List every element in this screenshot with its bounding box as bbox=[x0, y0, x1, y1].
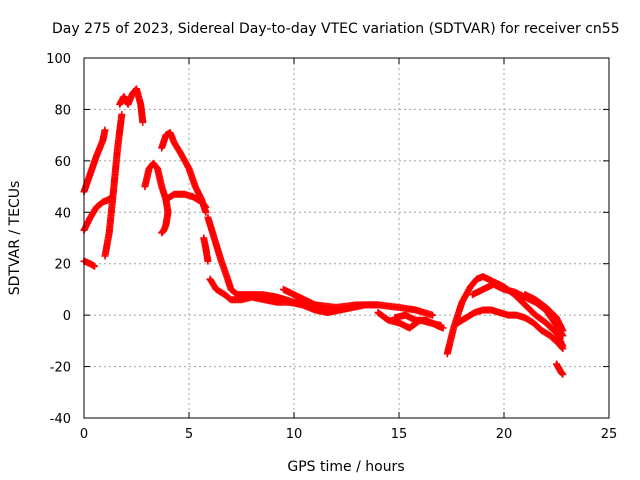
data-point bbox=[201, 202, 209, 210]
data-point bbox=[231, 289, 239, 297]
data-point bbox=[139, 117, 147, 125]
data-point bbox=[225, 294, 233, 302]
data-point bbox=[382, 315, 390, 323]
data-point bbox=[89, 262, 97, 270]
gridlines bbox=[84, 58, 609, 418]
x-tick-label: 20 bbox=[496, 427, 513, 442]
y-tick-label: 60 bbox=[54, 155, 71, 170]
data-point bbox=[372, 301, 380, 309]
y-axis-label: SDTVAR / TECUs bbox=[7, 181, 23, 296]
y-tick-label: 40 bbox=[54, 206, 71, 221]
y-tick-label: 0 bbox=[63, 309, 71, 324]
y-tick-label: -20 bbox=[50, 361, 71, 376]
plot-frame bbox=[83, 57, 610, 419]
data-point bbox=[557, 343, 565, 351]
y-tick-label: 20 bbox=[54, 258, 71, 273]
data-point bbox=[118, 112, 126, 120]
data-point bbox=[101, 127, 109, 135]
chart-title: Day 275 of 2023, Sidereal Day-to-day VTE… bbox=[52, 21, 620, 37]
y-tick-label: 80 bbox=[54, 103, 71, 118]
x-tick-label: 0 bbox=[80, 427, 88, 442]
data-point bbox=[438, 323, 446, 331]
data-point bbox=[320, 305, 328, 313]
x-tick-label: 15 bbox=[391, 427, 408, 442]
x-axis-label: GPS time / hours bbox=[287, 459, 404, 475]
axis-ticks: 0 5 10 15 20 25 -40 -20 0 20 40 60 80 100 bbox=[46, 52, 617, 442]
y-tick-label: 100 bbox=[46, 52, 71, 67]
x-tick-label: 5 bbox=[185, 427, 193, 442]
x-tick-label: 25 bbox=[601, 427, 618, 442]
data-marks bbox=[80, 85, 567, 378]
data-point bbox=[200, 201, 208, 209]
x-tick-label: 10 bbox=[286, 427, 303, 442]
data-point bbox=[558, 369, 566, 377]
data-point bbox=[152, 163, 160, 171]
data-point bbox=[204, 256, 212, 264]
data-point bbox=[558, 325, 566, 333]
y-tick-label: -40 bbox=[50, 412, 71, 427]
data-point bbox=[427, 311, 435, 319]
data-point bbox=[158, 228, 166, 236]
data-point bbox=[558, 344, 566, 352]
